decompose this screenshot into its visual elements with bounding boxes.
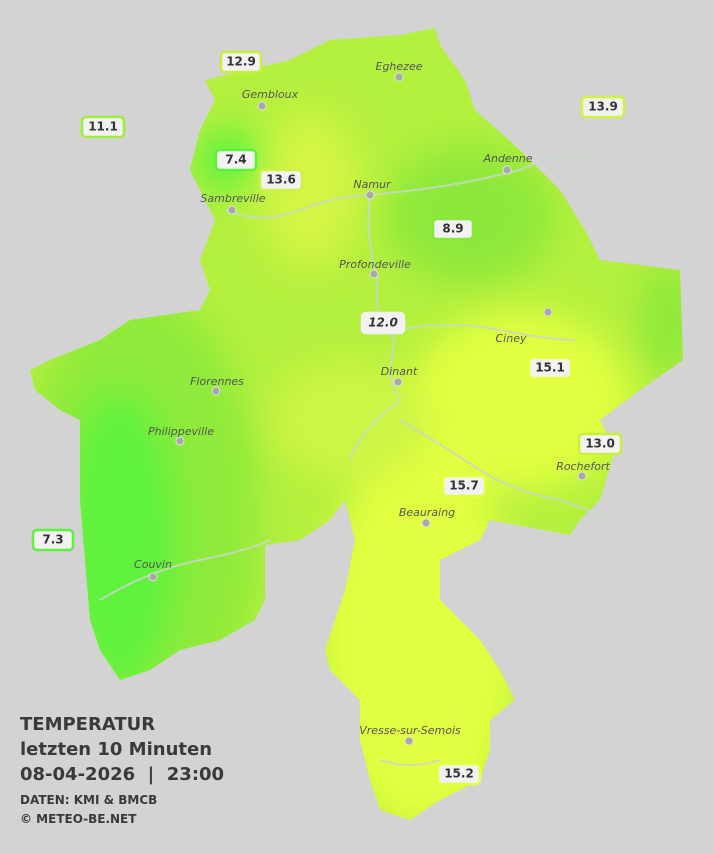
city-label: Sambreville [200,192,265,205]
city-label: Rochefort [556,460,610,473]
city-dot [148,572,158,582]
station-value: 15.1 [535,361,565,375]
station-value: 12.9 [226,55,256,69]
station-value: 12.0 [368,316,398,330]
city-dot [543,307,553,317]
legend-site: © METEO-BE.NET [20,812,137,826]
city-label: Profondeville [339,258,411,271]
city-dot [227,205,237,215]
station-box [258,168,304,192]
station-value: 15.7 [449,479,479,493]
station-box [580,95,626,119]
city-dot [502,165,512,175]
station-box [431,217,475,241]
city-label: Gembloux [242,88,299,101]
station-box [577,432,623,456]
station-value: 11.1 [88,120,118,134]
legend: TEMPERATUR letzten 10 Minuten 08-04-2026… [20,714,224,826]
legend-title: TEMPERATUR [20,714,155,735]
station-value: 13.0 [585,437,615,451]
city-dot [577,471,587,481]
station-box [80,115,126,139]
station-value: 8.9 [442,222,463,236]
stations: 12.9 11.1 7.4 13.6 13.9 8.9 12.0 15.1 13… [31,50,626,786]
cities: Eghezee Gembloux Andenne Namur Sambrevil… [134,60,610,746]
city-label: Beauraing [399,506,455,519]
city-dot [175,436,185,446]
station-value: 7.3 [42,533,63,547]
city-label: Eghezee [376,60,423,73]
city-dot [369,269,379,279]
station-value: 13.6 [266,173,296,187]
station-box [436,762,482,786]
station-box [214,148,258,172]
station-box [360,311,406,335]
station-value: 15.2 [444,767,474,781]
station-box [527,356,573,380]
legend-source: DATEN: KMI & BMCB [20,793,157,807]
city-dot [211,386,221,396]
city-dot [393,377,403,387]
station-value: 13.9 [588,100,618,114]
city-label: Andenne [483,152,533,165]
city-label: Couvin [134,558,172,571]
city-label: Ciney [496,332,527,345]
city-dot [257,101,267,111]
city-label: Namur [353,178,392,191]
city-label: Vresse-sur-Semois [359,724,461,737]
city-dot [421,518,431,528]
station-box [219,50,263,74]
station-value: 7.4 [225,153,246,167]
station-box [441,474,487,498]
city-label: Florennes [190,375,244,388]
station-box [31,528,75,552]
city-dot [365,190,375,200]
rivers [99,155,611,766]
city-label: Dinant [381,365,418,378]
legend-subtitle: letzten 10 Minuten [20,739,212,760]
city-dot [394,72,404,82]
city-label: Philippeville [148,425,214,438]
city-dot [404,736,414,746]
legend-datetime: 08-04-2026 | 23:00 [20,764,224,785]
